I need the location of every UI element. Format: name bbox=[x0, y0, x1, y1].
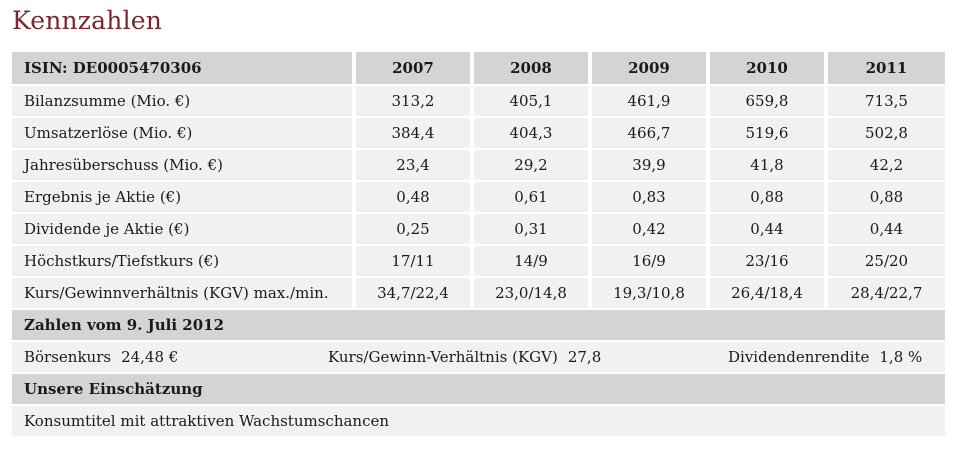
row-value: 659,8 bbox=[710, 86, 828, 116]
key-figures-table: ISIN: DE0005470306 2007 2008 2009 2010 2… bbox=[12, 52, 945, 438]
table-row: Ergebnis je Aktie (€) 0,48 0,61 0,83 0,88 0,8… bbox=[12, 182, 945, 214]
row-value: 34,7/22,4 bbox=[356, 278, 474, 308]
row-value: 519,6 bbox=[710, 118, 828, 148]
snapshot-heading: Zahlen vom 9. Juli 2012 bbox=[12, 310, 945, 342]
row-value: 19,3/10,8 bbox=[592, 278, 710, 308]
row-label: Höchstkurs/Tiefstkurs (€) bbox=[12, 246, 356, 276]
header-year-2008: 2008 bbox=[474, 52, 592, 84]
assessment-text: Konsumtitel mit attraktiven Wachstumscha… bbox=[12, 406, 945, 438]
table-header-row: ISIN: DE0005470306 2007 2008 2009 2010 2… bbox=[12, 52, 945, 86]
header-year-2011: 2011 bbox=[828, 52, 945, 84]
row-value: 0,31 bbox=[474, 214, 592, 244]
header-isin: ISIN: DE0005470306 bbox=[12, 52, 356, 84]
row-label: Ergebnis je Aktie (€) bbox=[12, 182, 356, 212]
row-label: Bilanzsumme (Mio. €) bbox=[12, 86, 356, 116]
row-value: 42,2 bbox=[828, 150, 945, 180]
row-value: 502,8 bbox=[828, 118, 945, 148]
row-value: 23/16 bbox=[710, 246, 828, 276]
row-label: Jahresüberschuss (Mio. €) bbox=[12, 150, 356, 180]
row-value: 0,44 bbox=[828, 214, 945, 244]
row-value: 17/11 bbox=[356, 246, 474, 276]
row-label: Kurs/Gewinnverhältnis (KGV) max./min. bbox=[12, 278, 356, 308]
table-row: Kurs/Gewinnverhältnis (KGV) max./min. 34,… bbox=[12, 278, 945, 310]
row-value: 23,0/14,8 bbox=[474, 278, 592, 308]
rendite-value: 1,8 % bbox=[879, 348, 923, 366]
boersenkurs-value: 24,48 € bbox=[121, 348, 179, 366]
header-year-2009: 2009 bbox=[592, 52, 710, 84]
rendite-label: Dividendenrendite bbox=[728, 348, 870, 366]
row-value: 461,9 bbox=[592, 86, 710, 116]
row-value: 313,2 bbox=[356, 86, 474, 116]
row-value: 466,7 bbox=[592, 118, 710, 148]
kgv-label: Kurs/Gewinn-Verhältnis (KGV) bbox=[328, 348, 558, 366]
row-value: 25/20 bbox=[828, 246, 945, 276]
row-value: 0,61 bbox=[474, 182, 592, 212]
row-value: 16/9 bbox=[592, 246, 710, 276]
boersenkurs-label: Börsenkurs bbox=[24, 348, 112, 366]
row-value: 713,5 bbox=[828, 86, 945, 116]
row-value: 39,9 bbox=[592, 150, 710, 180]
row-value: 404,3 bbox=[474, 118, 592, 148]
boersenkurs-item: Börsenkurs 24,48 € bbox=[24, 348, 178, 366]
row-value: 28,4/22,7 bbox=[828, 278, 945, 308]
row-value: 0,48 bbox=[356, 182, 474, 212]
row-value: 0,83 bbox=[592, 182, 710, 212]
snapshot-band: Börsenkurs 24,48 € Kurs/Gewinn-Verhältnis… bbox=[12, 342, 945, 374]
table-row: Dividende je Aktie (€) 0,25 0,31 0,42 0,44 0,… bbox=[12, 214, 945, 246]
row-value: 0,88 bbox=[710, 182, 828, 212]
assessment-heading: Unsere Einschätzung bbox=[12, 374, 945, 406]
table-row: Bilanzsumme (Mio. €) 313,2 405,1 461,9 659,8… bbox=[12, 86, 945, 118]
row-value: 14/9 bbox=[474, 246, 592, 276]
row-value: 0,44 bbox=[710, 214, 828, 244]
page-title: Kennzahlen bbox=[12, 6, 163, 35]
header-year-2007: 2007 bbox=[356, 52, 474, 84]
kgv-item: Kurs/Gewinn-Verhältnis (KGV) 27,8 bbox=[328, 348, 601, 366]
row-value: 26,4/18,4 bbox=[710, 278, 828, 308]
table-row: Jahresüberschuss (Mio. €) 23,4 29,2 39,9 41,… bbox=[12, 150, 945, 182]
table-row: Umsatzerlöse (Mio. €) 384,4 404,3 466,7 519,… bbox=[12, 118, 945, 150]
row-value: 0,25 bbox=[356, 214, 474, 244]
row-value: 23,4 bbox=[356, 150, 474, 180]
row-label: Umsatzerlöse (Mio. €) bbox=[12, 118, 356, 148]
row-value: 405,1 bbox=[474, 86, 592, 116]
row-value: 41,8 bbox=[710, 150, 828, 180]
row-value: 29,2 bbox=[474, 150, 592, 180]
rendite-item: Dividendenrendite 1,8 % bbox=[728, 348, 922, 366]
row-label: Dividende je Aktie (€) bbox=[12, 214, 356, 244]
table-row: Höchstkurs/Tiefstkurs (€) 17/11 14/9 16/9 23… bbox=[12, 246, 945, 278]
row-value: 0,42 bbox=[592, 214, 710, 244]
header-year-2010: 2010 bbox=[710, 52, 828, 84]
kgv-value: 27,8 bbox=[567, 348, 602, 366]
row-value: 384,4 bbox=[356, 118, 474, 148]
row-value: 0,88 bbox=[828, 182, 945, 212]
